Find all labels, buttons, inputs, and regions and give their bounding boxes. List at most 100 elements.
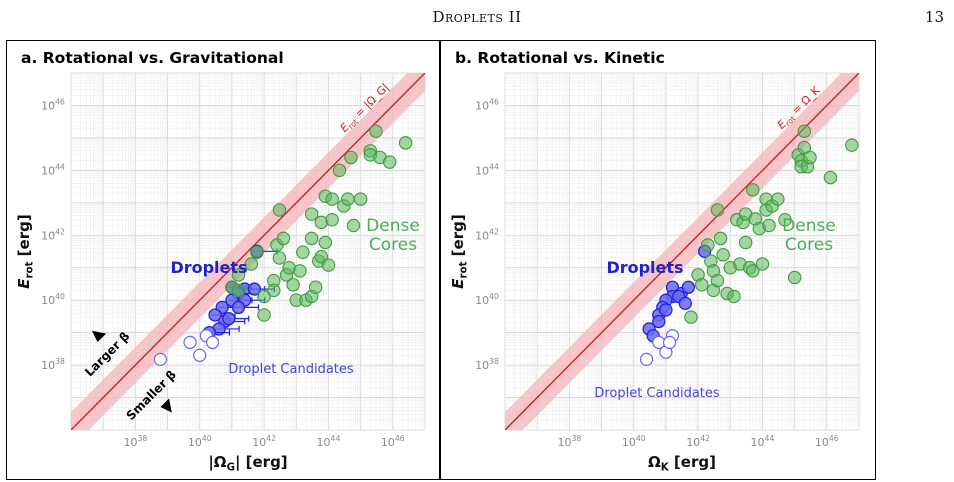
dense-core-point [746,183,760,197]
y-axis-label: Erot [erg] [449,214,469,288]
panel-title: a. Rotational vs. Gravitational [21,49,284,67]
y-tick-label: 1042 [41,227,65,242]
dense-core-point [398,136,413,150]
dense-core-point [845,138,859,152]
dense-core-point [778,213,792,227]
dense-core-point [272,203,287,217]
dense-core-point [695,277,709,292]
y-tick-label: 1042 [475,227,499,242]
y-tick-label: 1046 [41,98,65,113]
droplets-label: Droplets [606,258,683,277]
dense-core-point [318,235,333,250]
x-tick-label: 1042 [686,434,710,449]
x-tick-label: 1044 [751,434,775,449]
dense-core-point [382,155,397,169]
droplet-point [681,280,696,294]
y-tick-label: 1038 [41,357,65,372]
candidates-label: Droplet Candidates [594,386,720,401]
x-tick-label: 1038 [557,434,581,449]
dense-core-point [250,245,264,259]
dense-core-point [308,280,323,295]
dense-core-point [803,150,817,165]
dense-core-point [710,273,725,288]
dense-core-point [257,289,271,304]
x-tick-label: 1042 [252,434,276,449]
plot-layer [505,73,859,430]
dense-core-point [369,124,383,139]
dense-core-point [684,310,698,324]
dense-core-point [787,270,802,285]
dense-core-point [762,218,776,233]
larger-beta-arrow [91,330,107,343]
droplet-point [208,308,222,322]
panel-divider [439,40,441,480]
dense-core-point [231,283,246,298]
candidate-point [193,348,207,362]
dense-cores-label-line2: Cores [369,235,417,255]
x-tick-label: 1046 [815,434,839,449]
y-tick-label: 1044 [41,162,65,177]
dense-core-point [325,213,339,227]
y-tick-label: 1038 [475,357,499,372]
equality-line [505,73,859,430]
x-tick-label: 1046 [381,434,405,449]
dense-core-point [701,238,715,252]
dense-core-point [231,268,246,282]
dense-core-point [272,251,287,265]
x-tick-label: 1038 [123,434,147,449]
droplet-point [222,311,236,326]
droplet-point [678,296,692,310]
droplet-point [231,300,246,315]
candidate-point [205,335,220,350]
dense-core-point [325,192,339,206]
y-tick-label: 1040 [41,292,65,307]
candidates-label: Droplet Candidates [228,362,354,377]
dense-core-point [716,248,730,262]
dense-cores-label-line2: Cores [785,235,833,255]
x-axis-label: |ΩG| [erg] [208,453,287,473]
candidate-point [662,335,677,350]
y-tick-label: 1040 [475,292,499,307]
plot-layer [71,73,425,430]
dense-cores-label-line1: Dense [782,216,836,236]
dense-core-point [353,192,368,206]
dense-core-point [727,289,741,304]
dense-core-point [755,257,770,271]
y-axis-label: Erot [erg] [15,214,35,288]
candidate-point [153,352,168,366]
dense-core-point [344,150,358,165]
x-tick-label: 1044 [317,434,341,449]
droplets-label: Droplets [170,258,247,277]
dense-core-point [276,231,291,246]
equality-line [71,73,425,430]
dense-core-point [293,264,307,278]
figure-frame [6,40,876,480]
droplet-point [659,303,673,317]
dense-core-point [321,258,336,272]
x-axis-label: ΩK [erg] [648,453,716,473]
dense-core-point [746,264,760,278]
dense-core-point [304,207,319,221]
dense-core-point [257,308,271,322]
dense-core-point [341,192,355,206]
candidate-point [639,352,654,366]
droplet-point [652,314,666,329]
candidate-point [183,335,197,350]
dense-core-point [286,277,300,292]
dense-core-point [332,163,347,178]
dense-core-point [713,231,728,246]
dense-core-point [267,283,281,298]
panel-title: b. Rotational vs. Kinetic [455,49,665,67]
y-tick-label: 1046 [475,98,499,113]
y-tick-label: 1044 [475,162,499,177]
droplet-point [247,282,262,296]
dense-core-point [314,249,329,264]
page-number: 13 [924,8,944,26]
x-tick-label: 1040 [622,434,646,449]
dense-core-point [296,245,310,259]
dense-cores-label-line1: Dense [366,216,420,236]
running-head-title: Droplets II [432,8,522,26]
smaller-beta-arrow [160,398,172,413]
